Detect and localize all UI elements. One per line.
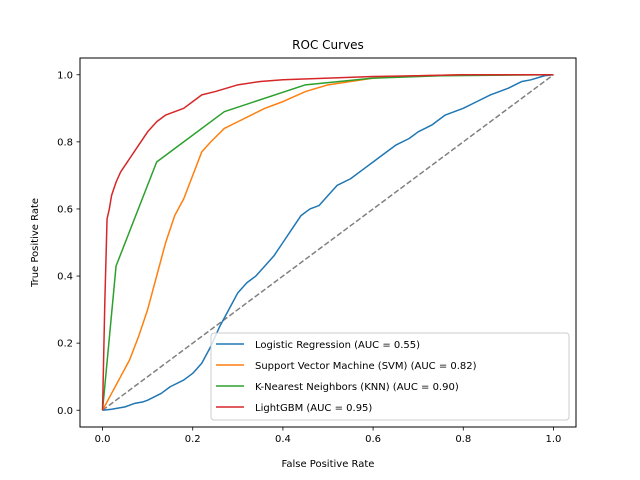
chart-title: ROC Curves (292, 38, 364, 52)
series-line-3 (101, 74, 554, 411)
x-tick-label: 0.8 (455, 434, 471, 445)
y-tick-label: 0.4 (57, 272, 73, 283)
y-tick-label: 0.8 (57, 137, 73, 148)
x-tick-label: 0.0 (95, 434, 111, 445)
y-axis-label: True Positive Rate (30, 198, 41, 288)
legend-label-2: K-Nearest Neighbors (KNN) (AUC = 0.90) (255, 382, 459, 393)
y-tick-label: 1.0 (57, 70, 73, 81)
legend-label-1: Support Vector Machine (SVM) (AUC = 0.82… (255, 361, 477, 372)
series-line-0 (102, 74, 554, 411)
plot-frame (79, 57, 577, 428)
legend-box (210, 332, 570, 421)
y-tick-label: 0.2 (57, 339, 73, 350)
y-tick-label: 0.6 (57, 205, 73, 216)
reference-layer (102, 74, 554, 411)
x-axis-label: False Positive Rate (282, 459, 375, 470)
legend-items: Logistic Regression (AUC = 0.55) Support … (216, 340, 477, 414)
y-axis-ticks: 0.0 0.2 0.4 0.6 0.8 1.0 (57, 70, 80, 417)
legend-label-0: Logistic Regression (AUC = 0.55) (255, 340, 420, 351)
x-tick-label: 1.0 (546, 434, 562, 445)
legend-label-3: LightGBM (AUC = 0.95) (255, 403, 372, 414)
x-tick-label: 0.6 (365, 434, 381, 445)
x-tick-label: 0.2 (185, 434, 201, 445)
reference-diagonal-line (102, 74, 554, 411)
y-tick-label: 0.0 (57, 406, 73, 417)
x-axis-ticks: 0.0 0.2 0.4 0.6 0.8 1.0 (95, 427, 562, 445)
series-layer (101, 74, 554, 411)
x-tick-label: 0.4 (275, 434, 291, 445)
legend: Logistic Regression (AUC = 0.55) Support … (210, 332, 570, 421)
